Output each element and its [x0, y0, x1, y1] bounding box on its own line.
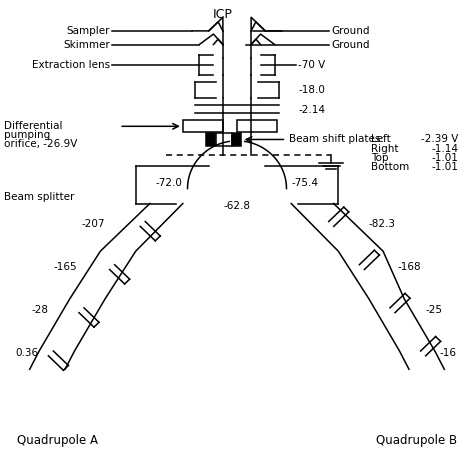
- Text: -16: -16: [439, 348, 456, 358]
- Text: -1.01: -1.01: [432, 162, 458, 172]
- Text: -2.14: -2.14: [298, 106, 325, 116]
- Text: -1.14: -1.14: [431, 143, 458, 154]
- Text: ICP: ICP: [213, 8, 233, 21]
- Text: Beam splitter: Beam splitter: [4, 191, 74, 202]
- Text: -168: -168: [397, 262, 421, 272]
- Text: Sampler: Sampler: [66, 26, 110, 36]
- Text: Ground: Ground: [331, 26, 370, 36]
- Bar: [237, 120, 277, 132]
- Text: Differential: Differential: [4, 121, 62, 131]
- Text: -2.39 V: -2.39 V: [421, 134, 458, 144]
- Text: -18.0: -18.0: [298, 85, 325, 95]
- Bar: [183, 120, 223, 132]
- Text: pumping: pumping: [4, 130, 50, 140]
- Text: Left: Left: [371, 134, 391, 144]
- Text: -75.4: -75.4: [292, 178, 319, 188]
- Bar: [206, 133, 215, 146]
- Text: Extraction lens: Extraction lens: [32, 60, 110, 70]
- Text: -28: -28: [31, 305, 48, 315]
- Text: -25: -25: [426, 305, 443, 315]
- Bar: [216, 133, 232, 146]
- Text: -72.0: -72.0: [155, 178, 182, 188]
- Text: -70 V: -70 V: [298, 60, 326, 70]
- Text: Beam shift plates:: Beam shift plates:: [289, 134, 384, 144]
- Text: Ground: Ground: [331, 40, 370, 49]
- Text: -1.01: -1.01: [432, 153, 458, 163]
- Text: -62.8: -62.8: [224, 201, 250, 211]
- Text: Right: Right: [371, 143, 399, 154]
- Text: 0.36: 0.36: [16, 348, 39, 358]
- Text: -165: -165: [53, 262, 77, 272]
- Text: Skimmer: Skimmer: [63, 40, 110, 49]
- Bar: [232, 133, 241, 146]
- Text: Bottom: Bottom: [371, 162, 410, 172]
- Text: Top: Top: [371, 153, 389, 163]
- Text: Quadrupole B: Quadrupole B: [375, 434, 456, 446]
- Text: -82.3: -82.3: [369, 219, 396, 229]
- Text: Quadrupole A: Quadrupole A: [18, 434, 99, 446]
- Text: -207: -207: [82, 219, 105, 229]
- Text: orifice, -26.9V: orifice, -26.9V: [4, 139, 77, 149]
